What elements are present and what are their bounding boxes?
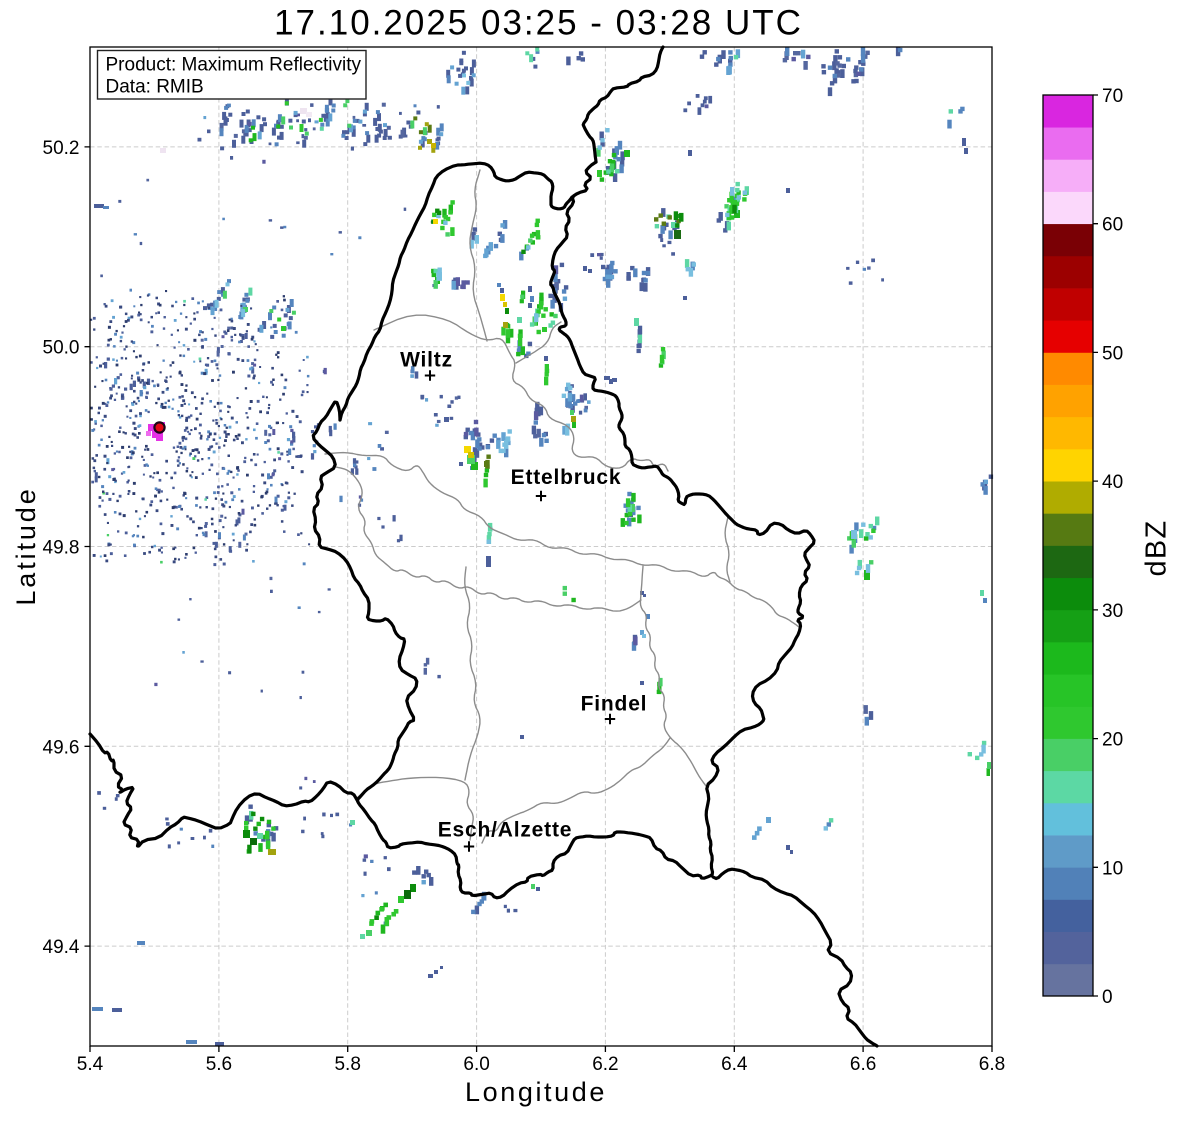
svg-text:Longitude: Longitude xyxy=(465,1077,607,1107)
svg-text:70: 70 xyxy=(1102,86,1123,107)
svg-text:Latitude: Latitude xyxy=(11,486,41,605)
svg-text:dBZ: dBZ xyxy=(1141,519,1173,576)
svg-text:40: 40 xyxy=(1102,472,1123,493)
svg-text:30: 30 xyxy=(1102,601,1123,622)
svg-text:Wiltz: Wiltz xyxy=(400,348,453,371)
svg-text:0: 0 xyxy=(1102,987,1113,1008)
svg-text:50.2: 50.2 xyxy=(43,138,80,159)
svg-text:50: 50 xyxy=(1102,343,1123,364)
svg-text:20: 20 xyxy=(1102,730,1123,751)
svg-text:49.6: 49.6 xyxy=(43,737,80,758)
svg-text:5.6: 5.6 xyxy=(206,1054,232,1075)
svg-text:5.4: 5.4 xyxy=(77,1054,104,1075)
svg-text:6.0: 6.0 xyxy=(463,1054,489,1075)
svg-text:Product: Maximum Reflectivity: Product: Maximum Reflectivity xyxy=(106,54,362,75)
svg-text:Data: RMIB: Data: RMIB xyxy=(106,76,204,97)
svg-text:6.4: 6.4 xyxy=(721,1054,748,1075)
svg-text:6.8: 6.8 xyxy=(979,1054,1005,1075)
svg-text:Findel: Findel xyxy=(581,693,648,716)
svg-text:Ettelbruck: Ettelbruck xyxy=(511,466,622,489)
svg-text:6.6: 6.6 xyxy=(850,1054,876,1075)
svg-text:10: 10 xyxy=(1102,858,1123,879)
svg-text:60: 60 xyxy=(1102,215,1123,236)
svg-text:5.8: 5.8 xyxy=(334,1054,360,1075)
svg-text:50.0: 50.0 xyxy=(43,338,80,359)
svg-text:Esch/Alzette: Esch/Alzette xyxy=(438,819,572,842)
svg-text:17.10.2025 03:25 - 03:28 UTC: 17.10.2025 03:25 - 03:28 UTC xyxy=(274,4,803,43)
svg-text:49.4: 49.4 xyxy=(43,937,80,958)
svg-text:6.2: 6.2 xyxy=(592,1054,618,1075)
svg-text:49.8: 49.8 xyxy=(43,538,80,559)
